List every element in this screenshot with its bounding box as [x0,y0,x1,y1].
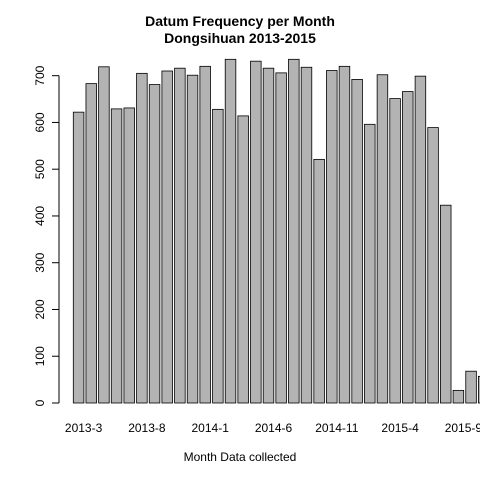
x-tick-label: 2015-9 [445,421,480,435]
bar-2015-10 [465,370,477,404]
y-tick-label: 600 [33,112,47,132]
y-tick-label: 700 [33,65,47,85]
bar-2014-3 [224,58,237,404]
bar-2013-6 [110,108,123,404]
chart-subtitle: Dongsihuan 2013-2015 [164,30,316,46]
bar-2013-3 [72,111,85,404]
y-tick-label: 100 [33,346,47,366]
bar-2014-8 [288,58,300,404]
bar-2013-9 [148,84,161,404]
bar-2015-4 [389,98,401,404]
y-tick-label: 200 [33,299,47,319]
bar-2015-9 [452,389,465,404]
bar-2014-10 [313,158,325,404]
x-tick-label: 2014-1 [192,421,230,435]
y-tick-label: 300 [33,252,47,272]
x-axis: 2013-3 2013-8 2014-1 2014-6 2014-11 2015-4 201… [65,421,480,435]
bar-2014-5 [250,60,262,404]
bar-2014-12 [338,65,351,404]
bar-2015-5 [402,91,414,404]
bar-2013-7 [123,107,135,404]
bar-2015-3 [376,74,389,404]
x-tick-label: 2014-6 [255,421,293,435]
bar-2015-7 [427,127,439,404]
x-axis-label: Month Data collected [183,450,297,464]
bars [72,58,480,404]
x-tick-label: 2014-11 [315,421,358,435]
bar-2014-7 [275,72,287,404]
bar-2015-1 [351,79,363,404]
bar-2013-4 [85,83,97,404]
bar-2013-10 [161,70,173,404]
y-tick-label: 400 [33,206,47,226]
y-tick-label: 500 [33,159,47,179]
bar-2014-4 [237,115,249,404]
bar-2015-11 [478,375,480,404]
x-tick-label: 2015-4 [381,421,419,435]
bar-2013-11 [174,67,186,404]
bar-2014-9 [300,66,313,404]
bar-2013-12 [186,74,199,404]
bar-2015-6 [414,75,427,404]
bar-2014-11 [326,70,338,404]
y-tick-label: 0 [33,399,47,406]
y-axis: 0 100 200 300 400 500 600 700 [33,65,60,406]
x-tick-label: 2013-8 [128,421,166,435]
bar-2013-5 [98,66,110,404]
x-tick-label: 2013-3 [65,421,103,435]
bar-2014-6 [262,67,275,404]
bar-2015-2 [364,123,376,404]
bar-2014-1 [199,65,211,404]
bar-2013-8 [136,72,148,404]
bar-2015-8 [440,204,452,404]
chart-title: Datum Frequency per Month [145,13,335,29]
bar-2014-2 [212,108,224,404]
